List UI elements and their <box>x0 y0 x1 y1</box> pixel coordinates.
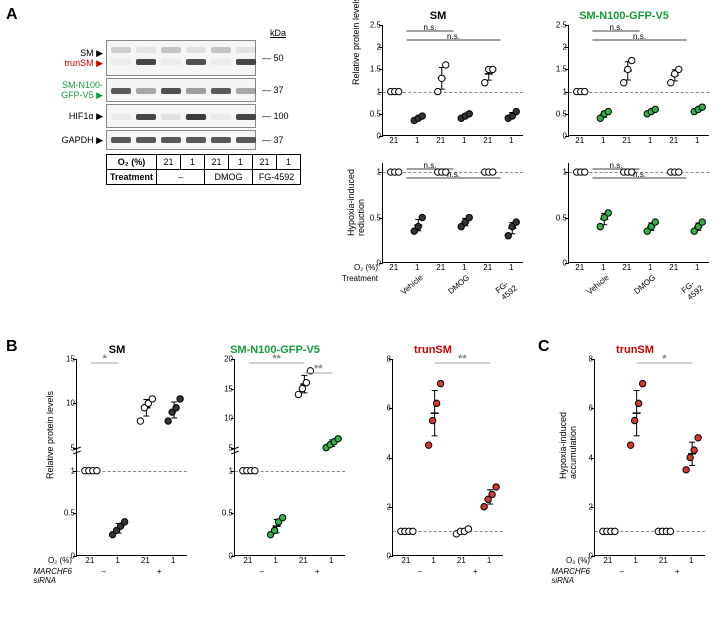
panel-a: A kDa SM ▶trunSM ▶— 50SM-N100-GFP-V5 ▶— … <box>8 8 714 328</box>
svg-text:n.s.: n.s. <box>447 170 460 179</box>
plot-axes: 02468** <box>392 359 503 556</box>
svg-text:n.s.: n.s. <box>633 32 646 41</box>
panel-b-letter: B <box>6 338 18 356</box>
svg-text:n.s.: n.s. <box>447 32 460 41</box>
plot-sm-reduction: 00.51n.s.n.s.Hypoxia-inducedreduction211… <box>348 158 528 313</box>
x-axis-labels: 211211211 <box>568 136 709 150</box>
panel-b: B SM 00.5151015* Relative protein levels 21… <box>8 340 528 630</box>
plot-b-trunsm: trunSM02468**211–211+ <box>358 354 508 604</box>
x-axis-labels: 211–211+O₂ (%)MARCHF6siRNA <box>594 556 705 604</box>
y-axis-label: Hypoxia-inducedaccumulation <box>558 412 578 479</box>
plot-b-smn100: SM-N100-GFP-V500.515101520****211–211+ <box>200 354 350 604</box>
svg-text:**: ** <box>272 353 281 365</box>
y-axis-label: Relative protein levels <box>351 0 361 85</box>
x-axis-labels: 211–211+ <box>234 556 345 604</box>
blot-image <box>106 104 256 128</box>
kda-marker: — 100 <box>262 111 289 121</box>
plot-axes: 00.51n.s.n.s. <box>568 163 709 263</box>
panel-c: C trunSM 02468* Hypoxia-inducedaccumulatio… <box>540 340 715 630</box>
y-axis-label: Hypoxia-inducedreduction <box>346 168 366 235</box>
plot-sm-relative: SM00.511.522.5n.s.n.s.Relative protein l… <box>348 20 528 150</box>
plot-axes: 00.51n.s.n.s. <box>382 163 523 263</box>
svg-text:n.s.: n.s. <box>424 23 437 32</box>
svg-text:**: ** <box>458 353 467 365</box>
svg-text:**: ** <box>314 363 323 375</box>
x-axis-labels: 211–211+O₂ (%)MARCHF6siRNA <box>76 556 187 604</box>
svg-text:*: * <box>103 353 108 365</box>
blot-row: SM ▶trunSM ▶— 50 <box>48 40 318 76</box>
plot-axes: 00.515101520**** <box>234 359 345 556</box>
x-axis-labels: 211Vehicle211DMOG211FG-4592O₂ (%)Treatme… <box>382 263 523 313</box>
x-axis-labels: 211Vehicle211DMOG211FG-4592 <box>568 263 709 313</box>
blot-row: GAPDH ▶— 37 <box>48 130 318 150</box>
plot-smn100-relative: SM-N100-GFP-V500.511.522.5n.s.n.s.211211… <box>534 20 714 150</box>
svg-text:n.s.: n.s. <box>610 23 623 32</box>
kda-marker: — 37 <box>262 85 284 95</box>
plot-c-trunsm: trunSM02468*Hypoxia-inducedaccumulation2… <box>560 354 710 604</box>
kda-marker: — 37 <box>262 135 284 145</box>
blot-image <box>106 78 256 102</box>
o2-header: O₂ (%) <box>107 155 157 170</box>
panel-c-letter: C <box>538 338 550 356</box>
blot-image <box>106 40 256 76</box>
blot-row: HIF1α ▶— 100 <box>48 104 318 128</box>
plot-axes: 02468* <box>594 359 705 556</box>
x-axis-labels: 211211211 <box>382 136 523 150</box>
panel-a-letter: A <box>6 6 18 24</box>
y-axis-label: Relative protein levels <box>45 391 55 479</box>
plot-smn100-reduction: 00.51n.s.n.s.211Vehicle211DMOG211FG-4592 <box>534 158 714 313</box>
blot-row: SM-N100-GFP-V5 ▶— 37 <box>48 78 318 102</box>
western-blots: kDa SM ▶trunSM ▶— 50SM-N100-GFP-V5 ▶— 37… <box>48 28 318 185</box>
blot-image <box>106 130 256 150</box>
kda-header: kDa <box>48 28 286 38</box>
svg-text:*: * <box>662 353 667 365</box>
plot-axes: 00.5151015* <box>76 359 187 556</box>
svg-text:n.s.: n.s. <box>424 161 437 170</box>
kda-marker: — 50 <box>262 53 284 63</box>
plot-axes: 00.511.522.5n.s.n.s. <box>568 25 709 136</box>
treatment-header: Treatment <box>107 170 157 185</box>
plot-b-sm: SM00.5151015*Relative protein levels211–… <box>42 354 192 604</box>
svg-text:n.s.: n.s. <box>633 170 646 179</box>
x-axis-labels: 211–211+ <box>392 556 503 604</box>
plot-axes: 00.511.522.5n.s.n.s. <box>382 25 523 136</box>
plot-title: trunSM <box>560 344 710 356</box>
svg-text:n.s.: n.s. <box>610 161 623 170</box>
condition-table: O₂ (%) 21 1 21 1 21 1 Treatment – DMOG F… <box>106 154 301 185</box>
plot-title: SM <box>42 344 192 356</box>
plot-title: trunSM <box>358 344 508 356</box>
